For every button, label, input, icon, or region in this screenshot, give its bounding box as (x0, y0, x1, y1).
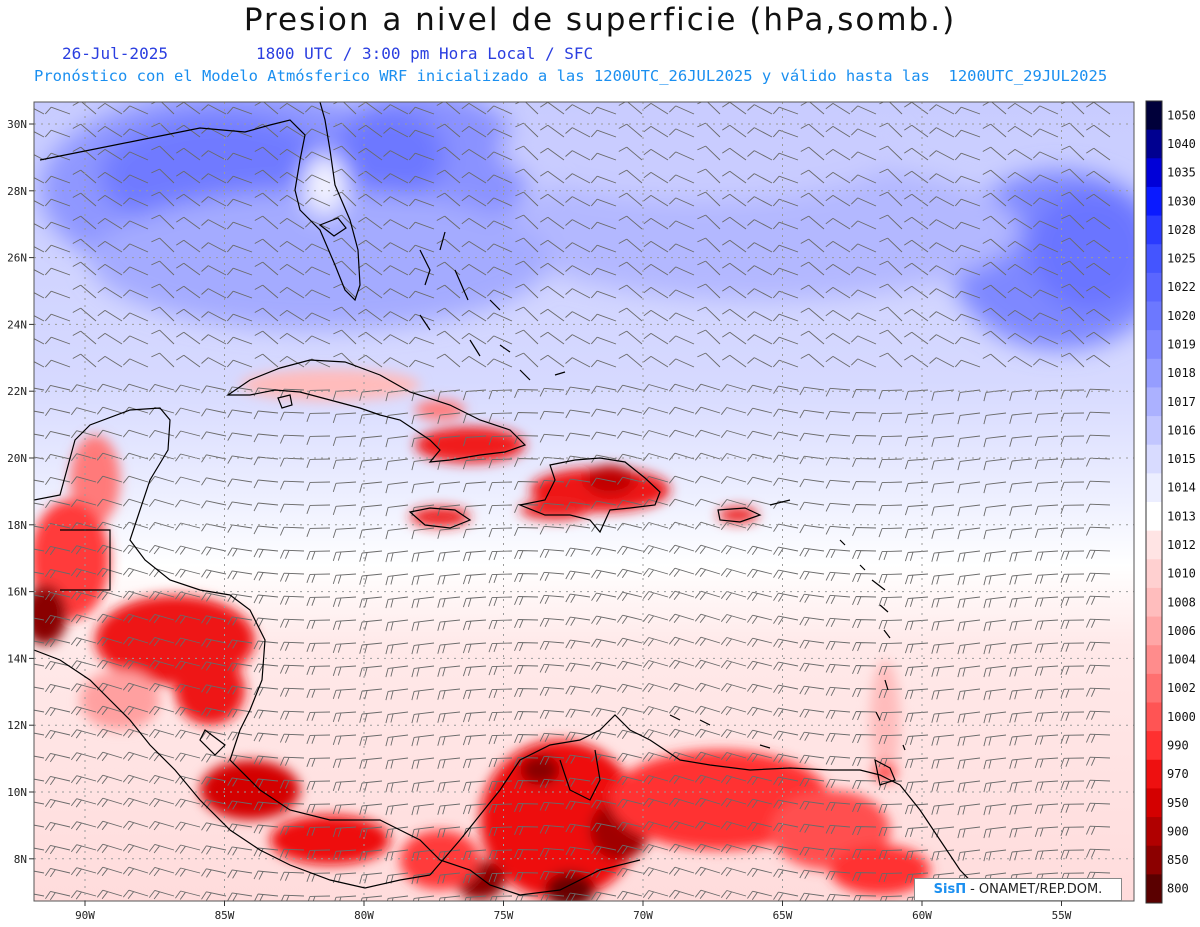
colorbar-label: 1028 (1167, 223, 1196, 237)
page-title: Presion a nivel de superficie (hPa,somb.… (243, 2, 957, 38)
colorbar-swatch (1146, 129, 1162, 159)
lat-tick-label: 14N (7, 652, 27, 665)
lon-tick-label: 80W (354, 909, 374, 922)
model-description: Pronóstico con el Modelo Atmósferico WRF… (34, 67, 1108, 85)
colorbar-label: 1016 (1167, 423, 1196, 437)
colorbar-swatch (1146, 645, 1162, 675)
lat-tick-label: 24N (7, 318, 27, 331)
colorbar-swatch (1146, 788, 1162, 818)
colorbar-label: 1004 (1167, 653, 1196, 667)
colorbar-swatch (1146, 673, 1162, 703)
colorbar-swatch (1146, 416, 1162, 446)
forecast-date: 26-Jul-2025 (62, 44, 168, 63)
colorbar-swatch (1146, 186, 1162, 217)
longitude-axis: 90W 85W 80W 75W 70W 65W 60W 55W (75, 901, 1072, 922)
colorbar-swatch (1146, 444, 1162, 474)
coastlines (34, 102, 991, 901)
lat-tick-label: 8N (14, 853, 27, 866)
colorbar-swatch (1146, 330, 1162, 360)
colorbar-label: 900 (1167, 824, 1189, 838)
colorbar-label: 970 (1167, 767, 1189, 781)
colorbar-swatch (1146, 101, 1162, 131)
map-field (34, 102, 1134, 901)
colorbar-swatch (1146, 616, 1162, 646)
colorbar-label: 1015 (1167, 452, 1196, 466)
sispi-logo: SisΠ (933, 882, 967, 897)
colorbar-label: 850 (1167, 853, 1189, 867)
colorbar-swatch (1146, 244, 1162, 274)
colorbar-swatch (1146, 817, 1162, 847)
lat-tick-label: 12N (7, 719, 27, 732)
colorbar-swatch (1146, 158, 1162, 188)
colorbar-label: 1002 (1167, 681, 1196, 695)
pressure-colorbar: 1050 1040 1035 1030 1028 1025 1022 1020 1019 1018… (1145, 100, 1196, 904)
lon-tick-label: 85W (215, 909, 235, 922)
colorbar-swatch (1146, 387, 1162, 417)
lon-tick-label: 55W (1052, 909, 1072, 922)
colorbar-swatch (1146, 358, 1162, 388)
lon-tick-label: 70W (633, 909, 653, 922)
colorbar-label: 1017 (1167, 395, 1196, 409)
colorbar-label: 1022 (1167, 280, 1196, 294)
colorbar-label: 1040 (1167, 137, 1196, 151)
colorbar-label: 1018 (1167, 366, 1196, 380)
lat-lon-grid (34, 102, 1134, 901)
colorbar-label: 1050 (1167, 108, 1196, 122)
colorbar-swatch (1146, 587, 1162, 618)
colorbar-label: 1014 (1167, 481, 1196, 495)
colorbar-label: 950 (1167, 796, 1189, 810)
colorbar-label: 1012 (1167, 538, 1196, 552)
colorbar-swatch (1146, 502, 1162, 532)
lat-tick-label: 10N (7, 786, 27, 799)
colorbar-swatch (1146, 473, 1162, 503)
colorbar-swatch (1146, 215, 1162, 245)
colorbar-label: 990 (1167, 738, 1189, 752)
lat-tick-label: 22N (7, 385, 27, 398)
credit-box: SisΠ - ONAMET/REP.DOM. (914, 878, 1122, 901)
colorbar-label: 1025 (1167, 252, 1196, 266)
lon-tick-label: 60W (912, 909, 932, 922)
colorbar-label: 1019 (1167, 337, 1196, 351)
lat-tick-label: 26N (7, 252, 27, 265)
lon-tick-label: 65W (773, 909, 793, 922)
colorbar-label: 1030 (1167, 194, 1196, 208)
colorbar-label: 1013 (1167, 509, 1196, 523)
colorbar-swatch (1146, 759, 1162, 789)
forecast-time: 1800 UTC / 3:00 pm Hora Local / SFC (256, 44, 594, 63)
lat-tick-label: 20N (7, 452, 27, 465)
colorbar-label: 1035 (1167, 166, 1196, 180)
credit-text: - ONAMET/REP.DOM. (970, 882, 1103, 897)
latitude-axis: 30N 28N 26N 24N 22N 20N 18N 16N 14N 12N 10N 8N (7, 118, 34, 866)
lon-tick-label: 75W (494, 909, 514, 922)
colorbar-label: 800 (1167, 882, 1189, 896)
colorbar-label: 1020 (1167, 309, 1196, 323)
lat-tick-label: 16N (7, 586, 27, 599)
colorbar-label: 1006 (1167, 624, 1196, 638)
colorbar-swatch (1146, 301, 1162, 331)
lat-tick-label: 28N (7, 185, 27, 198)
colorbar-label: 1010 (1167, 567, 1196, 581)
colorbar-label: 1000 (1167, 710, 1196, 724)
colorbar-swatch (1146, 530, 1162, 560)
lon-tick-label: 90W (75, 909, 95, 922)
lat-tick-label: 30N (7, 118, 27, 131)
colorbar-swatch (1146, 874, 1162, 904)
lat-tick-label: 18N (7, 519, 27, 532)
colorbar-swatch (1146, 559, 1162, 589)
colorbar-swatch (1146, 731, 1162, 761)
wind-barbs (34, 102, 1111, 901)
colorbar-swatch (1146, 702, 1162, 732)
colorbar-swatch (1146, 845, 1162, 875)
colorbar-swatch (1146, 272, 1162, 302)
colorbar-label: 1008 (1167, 595, 1196, 609)
map-frame (33, 101, 1135, 902)
